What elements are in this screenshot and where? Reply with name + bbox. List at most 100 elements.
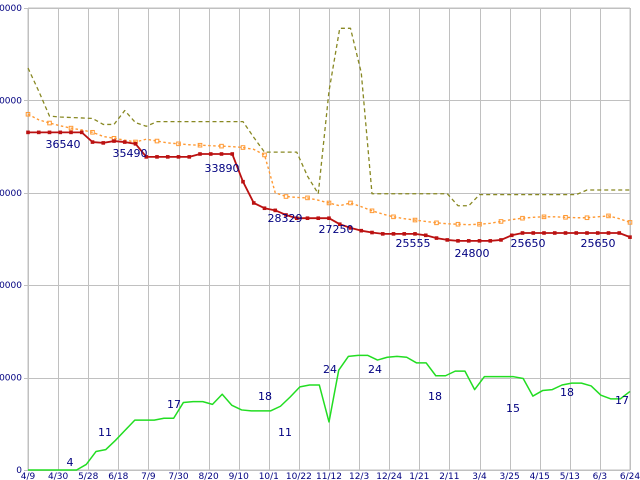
x-axis-tick-label: 10/22 [286,472,312,480]
series-marker-price-average [584,215,590,221]
series-marker-price-low [79,130,84,135]
series-marker-price-low [466,239,471,243]
data-label: 17 [615,394,629,407]
x-axis-tick-label: 12/24 [376,472,402,480]
data-label: 4 [67,456,74,469]
series-marker-price-low [574,231,579,235]
series-marker-price-low [413,232,417,236]
series-marker-price-average [498,219,504,224]
series-marker-price-average [47,120,52,126]
y-axis-tick-label: 20000 [0,281,22,291]
series-marker-price-average [541,214,547,220]
series-marker-price-low [477,239,482,243]
series-marker-price-average [25,111,31,117]
series-marker-price-low [305,216,310,221]
series-marker-price-low [552,231,557,235]
series-marker-price-low [90,140,95,144]
series-marker-price-low [198,152,202,156]
x-axis-tick-label: 7/9 [141,472,156,480]
series-marker-price-low [273,208,278,213]
grid-layer [24,7,631,471]
x-axis-tick-label: 4/30 [48,472,68,480]
y-axis-tick-label: 50000 [0,4,22,14]
x-axis-tick-label: 2/11 [439,472,459,480]
series-marker-price-low [47,130,52,135]
series-marker-price-average [262,152,267,158]
series-marker-price-low [434,236,439,240]
data-label: 24800 [455,247,490,260]
x-axis-tick-label: 5/13 [560,472,580,480]
series-marker-price-low [445,238,450,242]
x-axis-tick-label: 7/30 [168,472,188,480]
series-marker-price-average [283,194,289,199]
series-marker-price-low [617,231,622,235]
series-marker-price-low [509,233,514,238]
series-marker-price-low [101,141,106,145]
x-axis-tick-label: 9/10 [229,472,249,480]
data-label: 25650 [511,237,546,250]
data-label: 11 [98,426,112,439]
x-axis-tick-label: 3/4 [472,472,487,480]
x-axis-tick-label: 12/3 [349,472,369,480]
x-axis-tick-label: 8/20 [198,472,218,480]
series-marker-price-low [58,130,63,135]
series-marker-price-low [251,201,256,205]
data-label: 18 [258,390,272,403]
series-line-price-high [27,27,630,207]
series-marker-price-low [241,179,245,184]
y-axis-tick-label: 40000 [0,96,22,106]
series-line-price-average [27,113,631,226]
series-marker-price-low [520,231,525,235]
series-marker-price-low [595,231,600,235]
series-marker-price-low [122,140,127,144]
series-marker-price-average [240,145,246,150]
series-marker-price-average [68,125,74,131]
series-marker-price-low [187,155,192,159]
series-marker-price-low [316,216,321,221]
x-axis-tick-label: 6/3 [593,472,607,480]
series-marker-price-low [165,155,170,159]
x-axis-tick-labels: 4/9 4/30 5/28 6/18 7/9 7/30 8/20 9/10 10/1 10/22 1… [21,472,640,480]
series-marker-price-low [531,231,536,235]
series-marker-price-low [112,139,116,143]
data-label: 33890 [205,162,240,175]
data-label: 28329 [268,212,303,225]
series-layer [25,27,633,471]
series-marker-price-low [176,155,181,159]
series-marker-price-low [380,232,385,236]
series-line-volume [28,354,631,471]
series-marker-price-low [155,155,159,159]
series-marker-price-low [499,238,503,242]
data-label: 25555 [396,237,431,250]
x-axis-tick-label: 6/24 [620,472,640,480]
series-marker-price-low [370,230,374,235]
series-marker-price-average [627,220,633,225]
x-axis-tick-label: 5/28 [78,472,98,480]
series-marker-price-average [154,138,160,144]
series-marker-price-low [69,130,73,135]
series-marker-price-low [230,152,235,156]
series-marker-price-average [477,221,482,227]
series-marker-price-low [423,233,428,238]
data-label: 18 [428,390,442,403]
data-label: 35490 [113,147,148,160]
data-label: 11 [278,426,292,439]
y-axis-tick-labels: 0 10000 20000 30000 40000 50000 [0,4,22,476]
data-label: 24 [368,363,382,376]
series-marker-price-low [294,216,299,221]
series-marker-price-low [359,228,364,233]
series-marker-price-average [176,141,181,147]
series-marker-price-low [606,231,611,235]
series-marker-price-low [488,239,493,243]
series-marker-price-low [628,235,632,239]
series-marker-price-average [326,200,332,206]
y-axis-tick-label: 0 [16,466,22,476]
series-marker-price-average [90,129,95,135]
series-marker-price-low [337,222,342,227]
series-marker-price-low [542,231,546,235]
series-marker-price-average [412,217,418,223]
data-point-labels: 36540 35490 33890 28329 27250 25555 24800 25650… [46,138,630,469]
data-label: 24 [323,363,337,376]
series-marker-price-low [348,226,353,230]
series-marker-price-average [606,213,611,219]
